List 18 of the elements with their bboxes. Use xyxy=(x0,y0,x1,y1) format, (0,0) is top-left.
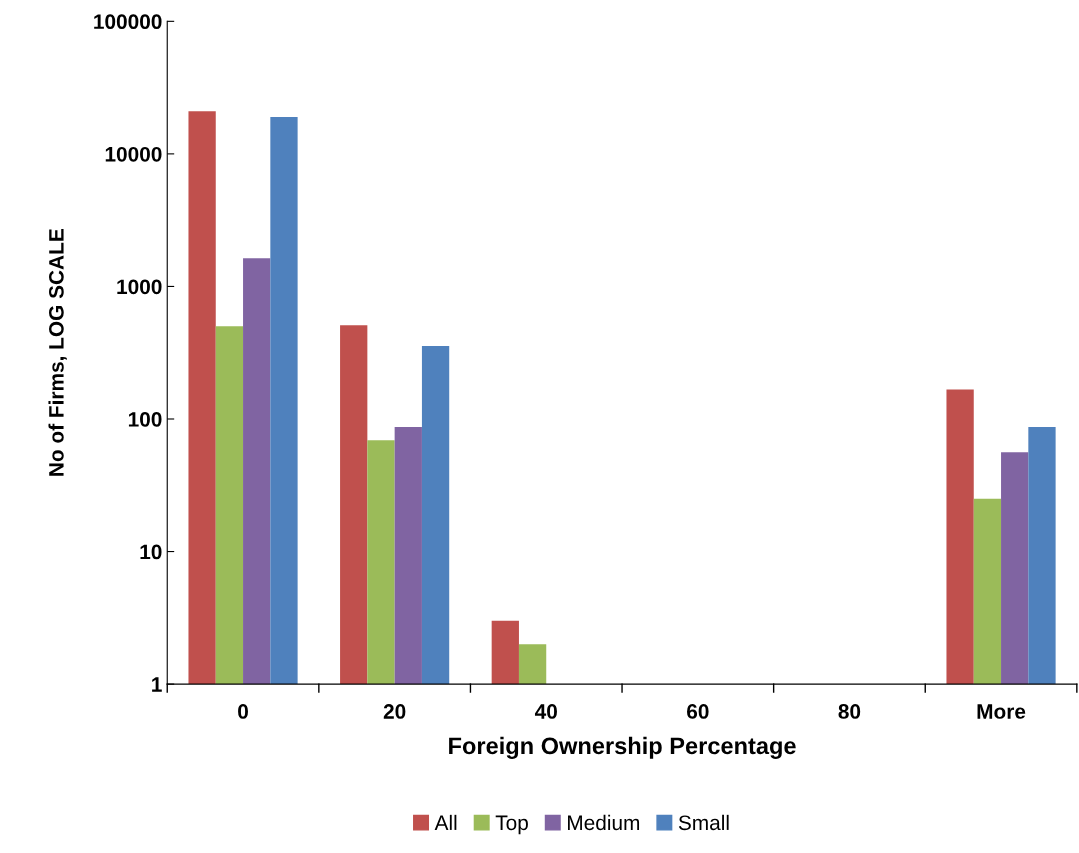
x-axis-title: Foreign Ownership Percentage xyxy=(449,736,796,759)
x-tick-label: More xyxy=(977,704,1026,719)
x-tick-label: 20 xyxy=(383,704,406,719)
x-tick-label: 60 xyxy=(687,704,709,719)
x-tick-label: 0 xyxy=(238,704,248,719)
y-tick-label: 1000 xyxy=(117,279,162,295)
legend-label: All xyxy=(434,814,457,830)
y-tick-label: 100 xyxy=(128,411,162,427)
legend-label: Small xyxy=(678,814,729,831)
y-axis-title: No of Firms, LOG SCALE xyxy=(48,229,67,476)
legend-label: Medium xyxy=(568,814,640,831)
y-tick-label: 1 xyxy=(152,677,162,692)
legend-label: Top xyxy=(495,815,528,835)
x-tick-label: 80 xyxy=(838,704,861,719)
y-tick-label: 100000 xyxy=(94,14,162,30)
x-tick-label: 40 xyxy=(534,704,557,719)
y-tick-label: 10000 xyxy=(105,146,162,162)
y-tick-label: 10 xyxy=(140,544,162,560)
